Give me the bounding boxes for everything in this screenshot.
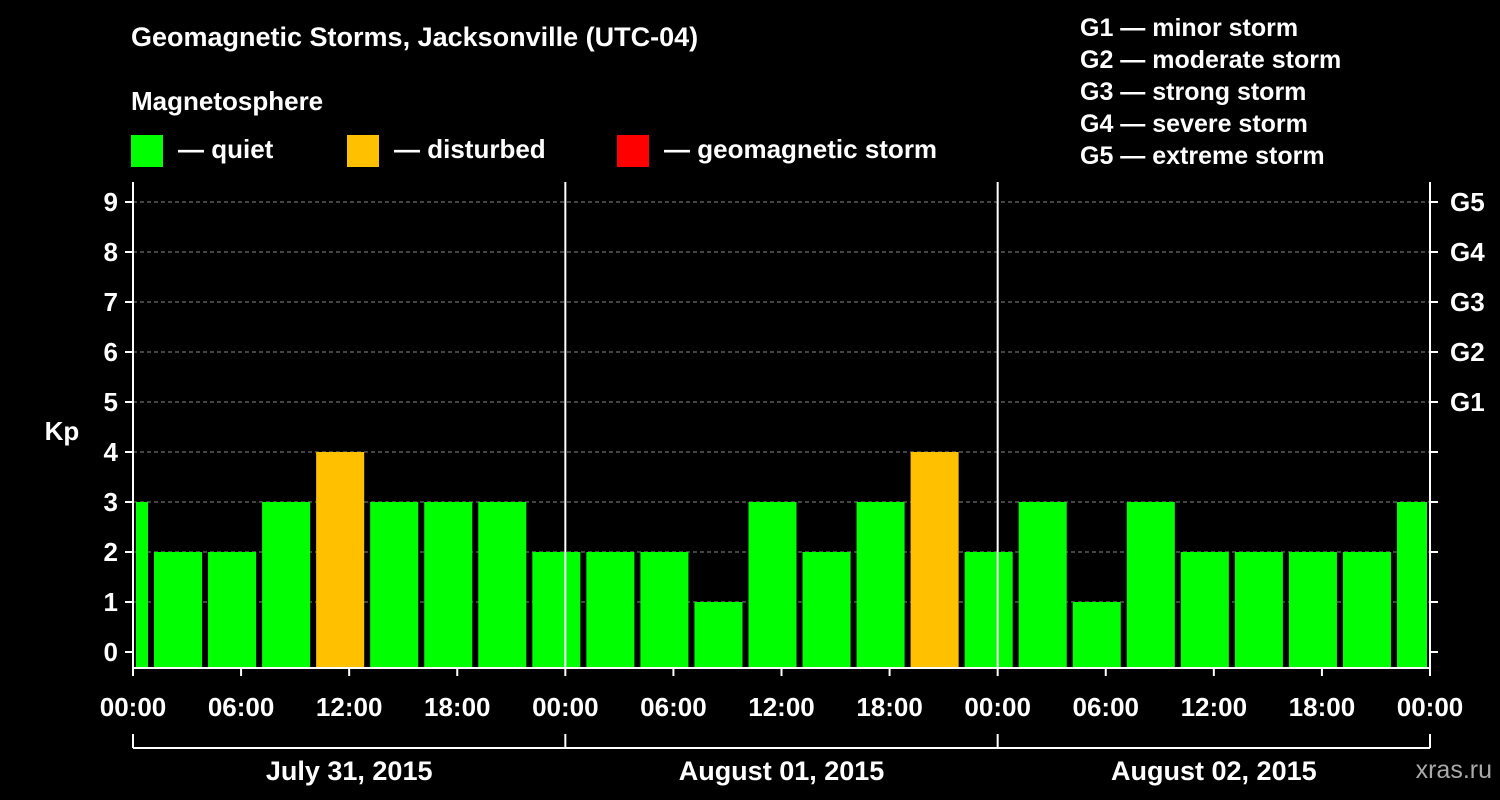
y-tick-label: 4: [104, 437, 119, 467]
y-axis-label: Kp: [45, 416, 80, 446]
right-tick-label: G4: [1450, 237, 1485, 267]
x-tick-label: 12:00: [748, 692, 815, 722]
legend-storm-swatch: [617, 135, 649, 167]
kp-bar: [370, 502, 419, 668]
x-tick-label: 00:00: [964, 692, 1031, 722]
x-tick-label: 06:00: [640, 692, 707, 722]
y-tick-label: 2: [104, 537, 118, 567]
right-tick-label: G1: [1450, 387, 1485, 417]
kp-bar: [748, 502, 797, 668]
right-tick-label: G3: [1450, 287, 1485, 317]
legend-disturbed-swatch: [347, 135, 379, 167]
y-tick-label: 8: [104, 237, 118, 267]
legend-quiet-label: — quiet: [178, 134, 274, 164]
storm-scale-g4: G4 — severe storm: [1080, 110, 1308, 138]
legend-storm-label: — geomagnetic storm: [664, 134, 938, 164]
chart-title: Geomagnetic Storms, Jacksonville (UTC-04…: [131, 22, 699, 52]
kp-bar: [586, 552, 635, 668]
day-label: July 31, 2015: [266, 756, 433, 786]
day-label: August 02, 2015: [1111, 756, 1317, 786]
x-tick-label: 18:00: [1289, 692, 1356, 722]
kp-bar: [316, 452, 365, 668]
x-tick-label: 06:00: [1073, 692, 1140, 722]
kp-bar: [1180, 552, 1229, 668]
storm-scale-g3: G3 — strong storm: [1080, 78, 1307, 106]
kp-bar: [1018, 502, 1067, 668]
watermark: xras.ru: [1415, 756, 1492, 784]
kp-bar: [424, 502, 473, 668]
legend-disturbed-label: — disturbed: [394, 134, 546, 164]
kp-bar: [136, 502, 149, 668]
x-tick-label: 18:00: [856, 692, 923, 722]
y-tick-label: 5: [104, 387, 118, 417]
kp-bar: [1072, 602, 1121, 668]
kp-bar: [1234, 552, 1283, 668]
storm-scale-g1: G1 — minor storm: [1080, 14, 1299, 42]
kp-bar: [478, 502, 527, 668]
y-tick-label: 6: [104, 337, 118, 367]
right-tick-label: G2: [1450, 337, 1485, 367]
x-tick-label: 12:00: [316, 692, 383, 722]
y-tick-label: 1: [104, 587, 118, 617]
legend-quiet-swatch: [131, 135, 163, 167]
kp-bar: [964, 552, 1013, 668]
x-tick-label: 12:00: [1181, 692, 1248, 722]
storm-scale-g2: G2 — moderate storm: [1080, 46, 1342, 74]
storm-scale-g5: G5 — extreme storm: [1080, 142, 1325, 170]
chart-subtitle: Magnetosphere: [131, 86, 324, 116]
x-tick-label: 00:00: [100, 692, 167, 722]
kp-bar: [694, 602, 743, 668]
kp-bar: [1126, 502, 1175, 668]
y-tick-label: 9: [104, 187, 118, 217]
kp-bar: [154, 552, 203, 668]
kp-bar: [1396, 502, 1427, 668]
x-tick-label: 18:00: [424, 692, 491, 722]
x-tick-label: 06:00: [208, 692, 275, 722]
y-tick-label: 3: [104, 487, 118, 517]
day-label: August 01, 2015: [679, 756, 885, 786]
y-tick-label: 7: [104, 287, 118, 317]
kp-bar: [640, 552, 689, 668]
kp-bar: [1288, 552, 1337, 668]
kp-bar: [910, 452, 959, 668]
x-tick-label: 00:00: [532, 692, 599, 722]
y-tick-label: 0: [104, 637, 118, 667]
kp-bar: [208, 552, 257, 668]
kp-bar: [802, 552, 851, 668]
kp-bar: [262, 502, 311, 668]
right-tick-label: G5: [1450, 187, 1485, 217]
kp-bar: [1342, 552, 1391, 668]
kp-bar: [856, 502, 905, 668]
x-tick-label: 00:00: [1397, 692, 1464, 722]
kp-bar: [532, 552, 581, 668]
